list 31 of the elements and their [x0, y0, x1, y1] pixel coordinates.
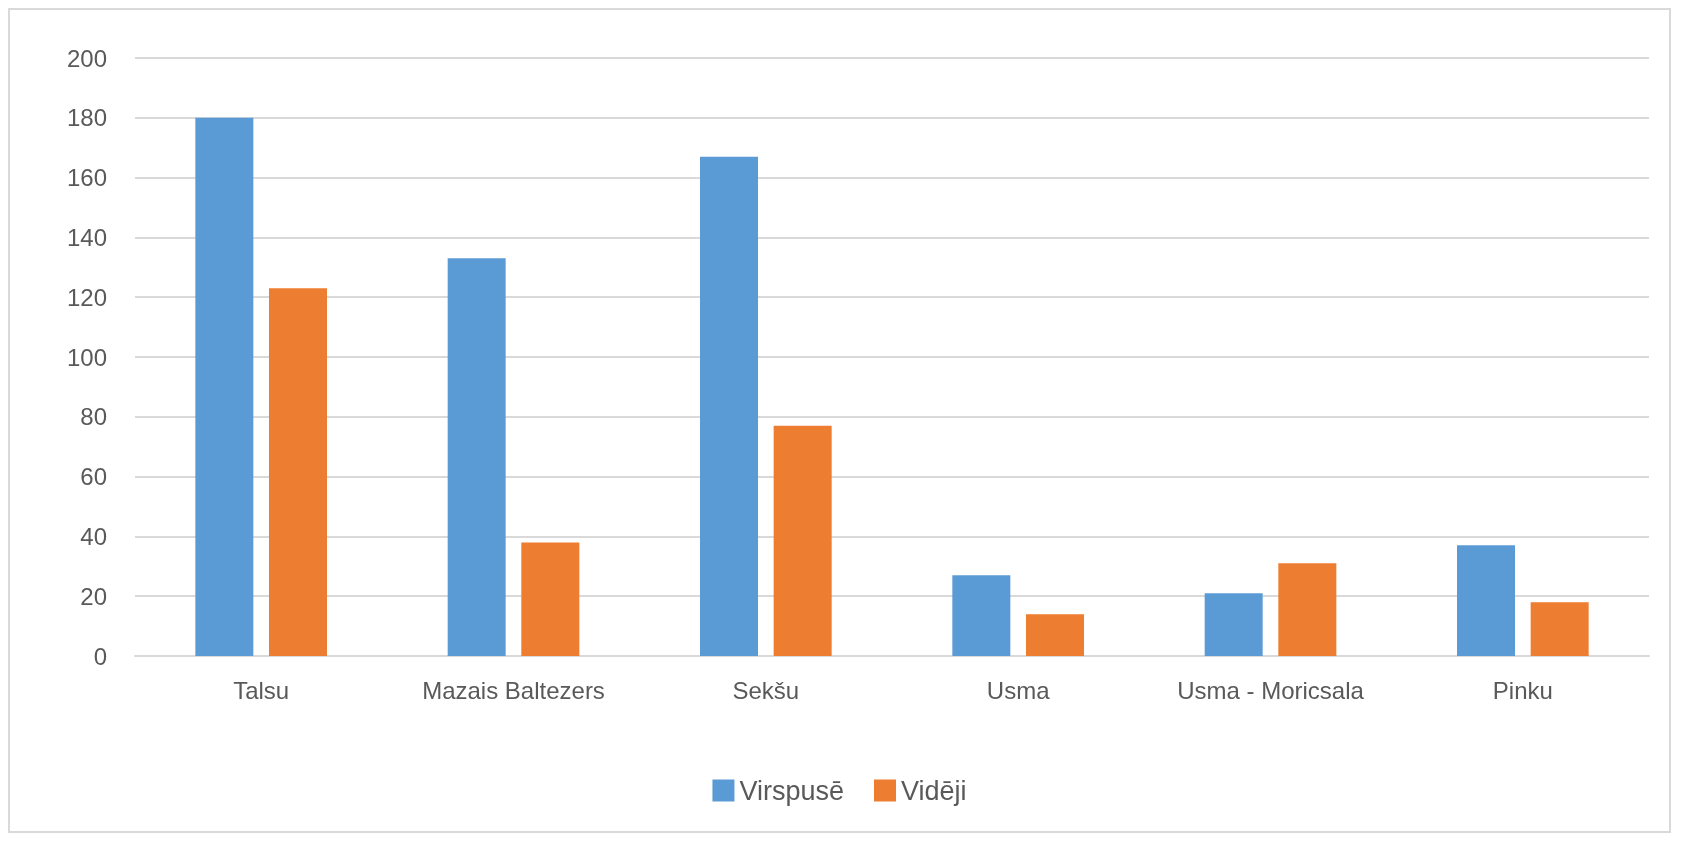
legend-label: Vidēji	[901, 775, 967, 806]
bar	[1026, 614, 1084, 656]
bar	[700, 156, 758, 656]
y-tick-label: 20	[80, 582, 107, 610]
y-tick-label: 40	[80, 522, 107, 550]
y-tick-label: 120	[66, 283, 107, 311]
y-tick-label: 0	[93, 642, 107, 670]
bar	[1204, 593, 1263, 656]
x-tick-label: Usma	[986, 676, 1051, 704]
y-tick-label: 140	[66, 223, 107, 251]
bar	[1530, 602, 1589, 656]
y-tick-label: 200	[66, 44, 107, 72]
x-tick-label: Mazais Baltezers	[422, 676, 605, 704]
bar	[447, 258, 506, 656]
bar	[1278, 563, 1337, 656]
y-tick-label: 160	[66, 164, 107, 192]
bar	[195, 117, 254, 656]
legend-label: Virspusē	[739, 775, 845, 806]
x-tick-label: Usma - Moricsala	[1177, 676, 1365, 704]
x-tick-label: Pinku	[1492, 676, 1553, 704]
x-tick-label: Sekšu	[732, 676, 800, 704]
bar	[952, 575, 1011, 656]
bar	[1457, 545, 1515, 656]
y-tick-label: 60	[80, 463, 107, 491]
y-tick-label: 80	[80, 403, 107, 431]
bar	[269, 288, 327, 656]
x-tick-label: Talsu	[233, 676, 290, 704]
y-tick-label: 100	[66, 343, 107, 371]
bar	[521, 542, 580, 656]
y-tick-label: 180	[66, 104, 107, 132]
bar	[773, 425, 832, 656]
